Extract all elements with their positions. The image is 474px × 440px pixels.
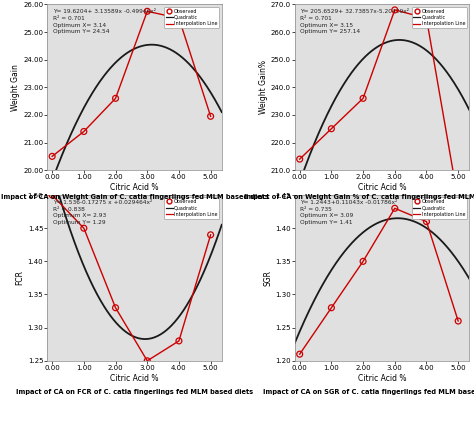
Point <box>296 351 303 358</box>
Y-axis label: Weight Gain: Weight Gain <box>11 64 20 111</box>
Text: Y= 205.6529+ 32.73857x-5.20429x²
R² = 0.701
Optimum X= 3.15
Optimum Y= 257.14: Y= 205.6529+ 32.73857x-5.20429x² R² = 0.… <box>300 9 409 34</box>
Point <box>359 258 367 265</box>
Y-axis label: FCR: FCR <box>16 271 25 286</box>
Y-axis label: SGR: SGR <box>263 270 272 286</box>
Point <box>80 225 88 232</box>
Point <box>423 218 430 225</box>
Text: Y= 19.6204+ 3.13589x -0.49946x²
R² = 0.701
Optimum X= 3.14
Optimum Y= 24.54: Y= 19.6204+ 3.13589x -0.49946x² R² = 0.7… <box>53 9 155 34</box>
Y-axis label: Weight Gain%: Weight Gain% <box>259 60 268 114</box>
Text: Y= 1.536-0.17275 x +0.029464x²
R² = 0.838
Optimum X= 2.93
Optimum Y= 1.29: Y= 1.536-0.17275 x +0.029464x² R² = 0.83… <box>53 200 152 225</box>
Point <box>207 231 214 238</box>
Point <box>175 337 182 345</box>
Point <box>296 156 303 163</box>
Legend: Observed, Quadratic, Interpolation Line: Observed, Quadratic, Interpolation Line <box>164 198 219 219</box>
Point <box>112 304 119 311</box>
Point <box>48 191 56 198</box>
X-axis label: Citric Acid %: Citric Acid % <box>358 183 406 192</box>
Point <box>328 125 335 132</box>
Point <box>455 197 462 204</box>
Point <box>80 128 88 135</box>
Legend: Observed, Quadratic, Interpolation Line: Observed, Quadratic, Interpolation Line <box>411 198 467 219</box>
Point <box>112 95 119 102</box>
Point <box>144 8 151 15</box>
Point <box>455 318 462 325</box>
Legend: Observed, Quadratic, Interpolation Line: Observed, Quadratic, Interpolation Line <box>411 7 467 28</box>
Point <box>207 113 214 120</box>
Point <box>391 7 399 14</box>
Point <box>328 304 335 311</box>
Text: Impact of CA on SGR of C. catla fingerlings fed MLM based diets: Impact of CA on SGR of C. catla fingerli… <box>263 389 474 396</box>
Point <box>48 153 56 160</box>
X-axis label: Citric Acid %: Citric Acid % <box>358 374 406 383</box>
Text: Impact of CA on Weight Gain % of C. catla fingerlings fed MLM based diets: Impact of CA on Weight Gain % of C. catl… <box>244 194 474 200</box>
Point <box>144 357 151 364</box>
Point <box>391 205 399 212</box>
Text: Impact of CA on Weight Gain of C. catla fingerlings fed MLM based diets: Impact of CA on Weight Gain of C. catla … <box>0 194 268 200</box>
Text: Impact of CA on FCR of C. catla fingerlings fed MLM based diets: Impact of CA on FCR of C. catla fingerli… <box>16 389 253 396</box>
X-axis label: Citric Acid %: Citric Acid % <box>110 183 159 192</box>
Point <box>359 95 367 102</box>
Point <box>175 15 182 22</box>
X-axis label: Citric Acid %: Citric Acid % <box>110 374 159 383</box>
Point <box>423 15 430 22</box>
Text: Y= 1.2443+0.11043x -0.01786x²
R² = 0.735
Optimum X= 3.09
Optimum Y= 1.41: Y= 1.2443+0.11043x -0.01786x² R² = 0.735… <box>300 200 397 225</box>
Legend: Observed, Quadratic, Interpolation Line: Observed, Quadratic, Interpolation Line <box>164 7 219 28</box>
